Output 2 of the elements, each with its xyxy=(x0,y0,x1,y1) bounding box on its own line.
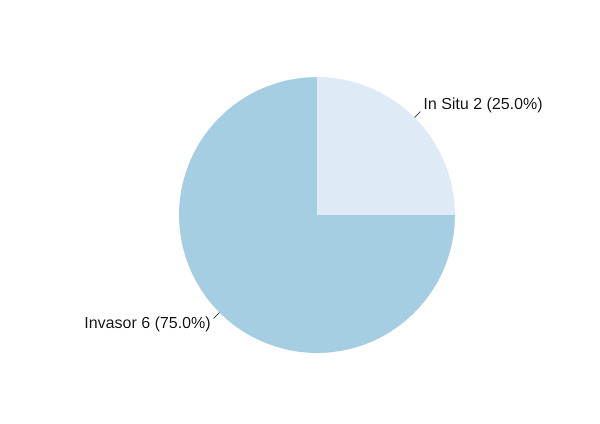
slice-label: In Situ 2 (25.0%) xyxy=(423,96,543,113)
slice-label: Invasor 6 (75.0%) xyxy=(84,314,211,332)
